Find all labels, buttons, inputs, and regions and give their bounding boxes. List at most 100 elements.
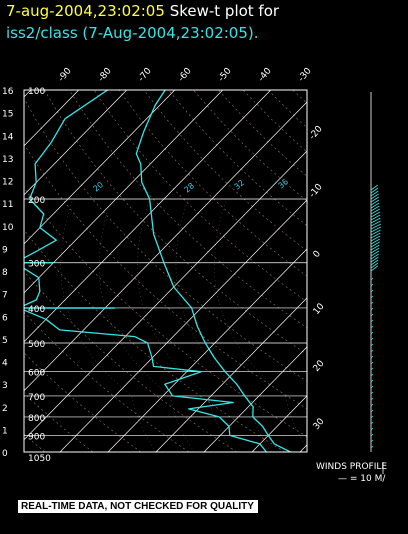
isotherm-line <box>348 90 408 452</box>
wind-barb <box>370 262 379 269</box>
wind-barb <box>370 241 380 248</box>
height-tick-label: 10 <box>2 223 14 233</box>
moist-adiabat-line <box>214 198 307 449</box>
dry-adiabat-line <box>24 270 238 452</box>
pressure-tick-label: 1050 <box>28 454 51 464</box>
wind-barb <box>370 238 381 245</box>
wind-barb <box>370 409 374 413</box>
wind-barb <box>370 427 374 431</box>
dry-adiabat-line <box>24 392 94 452</box>
mixing-ratio-label: 32 <box>233 178 247 191</box>
wind-barb <box>370 367 374 371</box>
dry-adiabat-line <box>367 90 408 452</box>
plot-frame <box>23 89 308 453</box>
height-tick-label: 11 <box>2 200 13 210</box>
wind-barb <box>370 421 374 425</box>
top-temp-tick-label: -80 <box>97 66 114 84</box>
dewpoint-profile-line <box>24 90 267 452</box>
top-temp-tick-label: -50 <box>217 66 234 84</box>
wind-barb <box>370 223 382 230</box>
quality-warning: REAL-TIME DATA, NOT CHECKED FOR QUALITY <box>18 500 258 513</box>
wind-barb <box>370 256 379 263</box>
winds-scale-label: — = 10 M/ <box>338 474 386 484</box>
dry-adiabat-line <box>68 90 307 329</box>
dry-adiabat-line <box>93 90 307 303</box>
wind-barb <box>370 385 374 389</box>
right-temp-tick-label: -10 <box>308 182 325 200</box>
wind-barb <box>370 379 374 383</box>
temperature-profile-line <box>135 90 291 452</box>
isotherm-line <box>24 90 272 343</box>
right-temp-tick-label: -20 <box>308 124 325 142</box>
mixing-ratio-label: 20 <box>92 180 106 193</box>
wind-barb <box>370 202 380 209</box>
chart-title-line2: iss2/class (7-Aug-2004,23:02:05). <box>6 24 259 42</box>
wind-barb <box>370 349 374 353</box>
moist-adiabat-line <box>137 198 234 452</box>
wind-barb <box>370 247 380 254</box>
wind-barb <box>370 226 382 233</box>
pressure-tick-label: 200 <box>28 196 45 206</box>
wind-barb <box>370 277 374 281</box>
isotherm-line <box>24 90 224 294</box>
height-tick-label: 0 <box>2 449 8 459</box>
wind-barb <box>370 244 380 251</box>
dry-adiabat-line <box>24 143 307 410</box>
wind-barb <box>370 307 374 311</box>
mixing-ratio-label: 28 <box>183 181 197 194</box>
height-tick-label: 4 <box>2 359 8 369</box>
dry-adiabat-line <box>44 90 307 355</box>
wind-barb <box>370 439 374 443</box>
wind-barb <box>370 199 380 206</box>
wind-barb <box>370 313 374 317</box>
wind-barb <box>370 205 380 212</box>
height-tick-label: 16 <box>2 87 14 97</box>
dry-adiabat-line <box>168 90 307 227</box>
isotherm-line <box>24 90 176 245</box>
wind-barb <box>370 211 381 218</box>
moist-adiabat-line <box>98 198 195 452</box>
dry-adiabat-line <box>292 90 307 104</box>
dry-adiabat-line <box>118 90 307 277</box>
dry-adiabat-line <box>24 352 142 452</box>
height-tick-label: 6 <box>2 313 8 323</box>
sounding-time: 7-aug-2004,23:02:05 <box>6 2 165 20</box>
wind-barb <box>370 265 378 272</box>
dry-adiabat-line <box>24 311 190 452</box>
height-tick-label: 14 <box>2 132 14 142</box>
wind-barb <box>370 232 381 239</box>
wind-barb <box>370 337 374 341</box>
wind-barb <box>370 331 374 335</box>
wind-barb <box>370 283 374 287</box>
pressure-tick-label: 100 <box>28 87 45 97</box>
isotherm-line <box>107 248 307 452</box>
top-temp-tick-label: -30 <box>297 66 314 84</box>
wind-barb <box>370 229 381 236</box>
wind-barb <box>370 319 374 323</box>
wind-barb <box>370 250 380 257</box>
isotherm-line <box>155 297 307 452</box>
height-tick-label: 9 <box>2 245 8 255</box>
top-temp-tick-label: -90 <box>57 66 74 84</box>
winds-profile-label: WINDS PROFILE <box>316 462 388 472</box>
dry-adiabat-line <box>318 90 408 452</box>
isotherm-line <box>299 444 307 452</box>
wind-barb <box>370 208 380 215</box>
height-tick-label: 1 <box>2 426 8 436</box>
wind-barb <box>370 196 379 203</box>
wind-barb <box>370 217 381 224</box>
wind-barb <box>370 235 381 242</box>
pressure-tick-label: 900 <box>28 432 45 442</box>
pressure-tick-label: 300 <box>28 260 45 270</box>
plot-area <box>24 90 408 452</box>
right-temp-tick-label: 0 <box>312 249 324 260</box>
wind-barb <box>370 190 379 197</box>
height-tick-label: 5 <box>2 336 8 346</box>
right-temp-tick-label: 10 <box>312 302 327 317</box>
wind-barb <box>370 193 379 200</box>
wind-barb <box>370 220 381 227</box>
height-tick-label: 12 <box>2 178 13 188</box>
dry-adiabat-line <box>343 90 408 452</box>
height-tick-label: 15 <box>2 110 13 120</box>
